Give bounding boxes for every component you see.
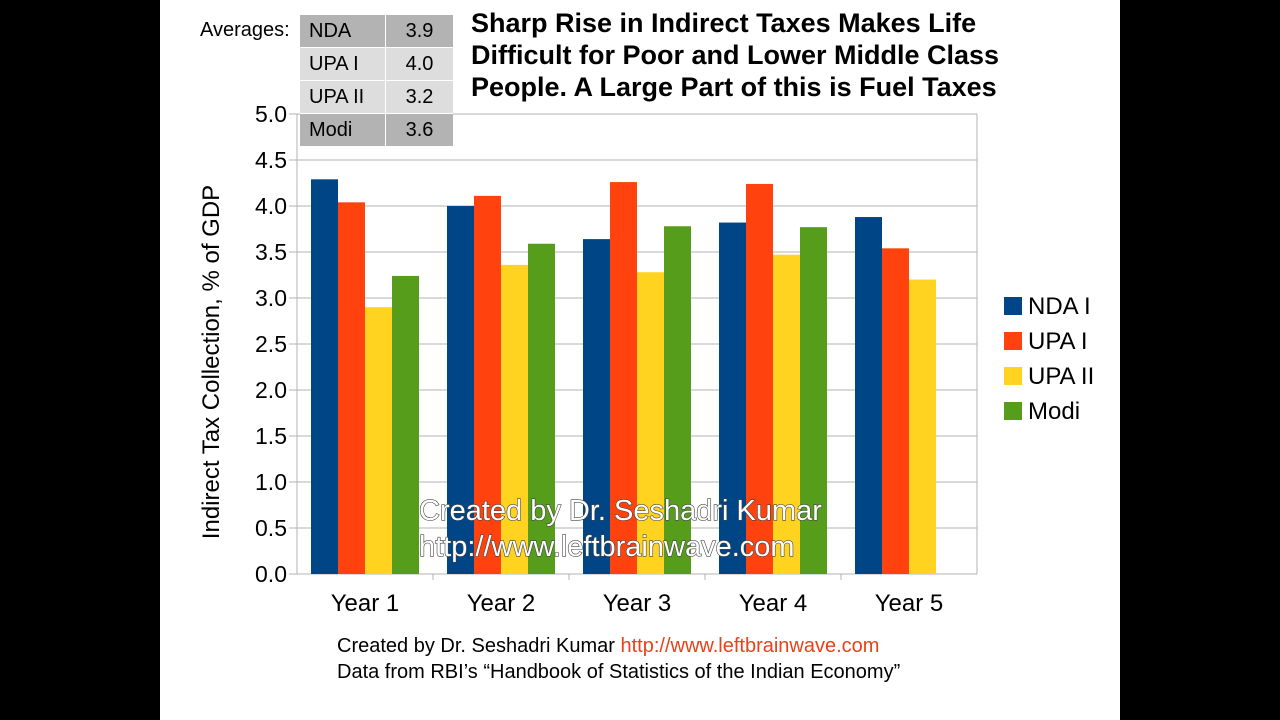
chart-title: Sharp Rise in Indirect Taxes Makes Life …: [471, 8, 1000, 102]
averages-name: Modi: [300, 114, 385, 147]
y-axis-label: Indirect Tax Collection, % of GDP: [198, 185, 225, 539]
slide: 0.0 0.5 1.0 1.5 2.0 2.5 3.0 3.5 4.0 4.5 5.0 Year 1…: [160, 0, 1120, 720]
y-tick-labels: 0.0 0.5 1.0 1.5 2.0 2.5 3.0 3.5 4.0 4.5 5.0: [255, 101, 287, 587]
bar: [528, 243, 555, 574]
y-tick-label: 1.5: [255, 423, 287, 449]
averages-value: 3.9: [385, 15, 453, 48]
bar: [501, 264, 528, 574]
bars: [311, 179, 936, 575]
bar: [447, 206, 474, 574]
averages-row: Modi 3.6: [300, 114, 453, 147]
y-tick-label: 1.0: [255, 469, 287, 495]
averages-name: UPA I: [300, 48, 385, 81]
bar: [311, 179, 338, 574]
bar: [664, 226, 691, 575]
bar: [583, 239, 610, 574]
legend-label: Modi: [1028, 398, 1080, 425]
legend-swatch: [1004, 402, 1022, 420]
bar: [610, 182, 637, 574]
footer-source: Data from RBI’s “Handbook of Statistics …: [337, 661, 901, 683]
x-tick-label: Year 2: [467, 590, 536, 617]
bar: [637, 272, 664, 574]
footer-url-link[interactable]: http://www.leftbrainwave.com: [620, 635, 880, 657]
averages-value: 3.6: [385, 114, 453, 147]
watermark: Created by Dr. Seshadri Kumar http://www…: [418, 494, 822, 563]
legend-label: NDA I: [1028, 293, 1091, 320]
y-tick-label: 2.5: [255, 331, 287, 357]
footer-credit-line: Created by Dr. Seshadri Kumar http://www…: [337, 633, 900, 659]
bar: [855, 217, 882, 575]
x-tick-label: Year 1: [331, 590, 400, 617]
footer-credit: Created by Dr. Seshadri Kumar: [337, 635, 615, 657]
watermark-line-1: Created by Dr. Seshadri Kumar: [419, 495, 822, 527]
bar: [909, 279, 936, 574]
averages-name: NDA: [300, 15, 385, 48]
y-tick-label: 4.0: [255, 193, 287, 219]
averages-table: NDA 3.9 UPA I 4.0 UPA II 3.2 Modi 3.6: [300, 15, 453, 147]
bar: [719, 222, 746, 574]
legend-swatch: [1004, 332, 1022, 350]
y-tick-label: 3.0: [255, 285, 287, 311]
legend-swatch: [1004, 297, 1022, 315]
bar: [800, 227, 827, 574]
x-tick-label: Year 3: [603, 590, 672, 617]
averages-name: UPA II: [300, 81, 385, 114]
bar: [882, 248, 909, 574]
bar: [773, 254, 800, 574]
bar-chart: 0.0 0.5 1.0 1.5 2.0 2.5 3.0 3.5 4.0 4.5 5.0 Year 1…: [198, 101, 1094, 617]
x-tick-label: Year 5: [875, 590, 944, 617]
axes: [296, 114, 978, 580]
y-tick-label: 5.0: [255, 101, 287, 127]
bar: [392, 275, 419, 574]
y-tick-label: 2.0: [255, 377, 287, 403]
y-tick-label: 0.0: [255, 561, 287, 587]
averages-row: UPA I 4.0: [300, 48, 453, 81]
averages-row: NDA 3.9: [300, 15, 453, 48]
bar: [746, 183, 773, 575]
x-tick-labels: Year 1 Year 2 Year 3 Year 4 Year 5: [331, 590, 944, 617]
y-tick-label: 4.5: [255, 147, 287, 173]
y-tick-label: 3.5: [255, 239, 287, 265]
bar: [474, 195, 501, 574]
watermark-line-2: http://www.leftbrainwave.com: [419, 531, 795, 563]
y-tick-label: 0.5: [255, 515, 287, 541]
footer: Created by Dr. Seshadri Kumar http://www…: [337, 633, 900, 685]
legend: NDA I UPA I UPA II Modi: [1004, 293, 1094, 425]
averages-row: UPA II 3.2: [300, 81, 453, 114]
averages-value: 3.2: [385, 81, 453, 114]
legend-label: UPA I: [1028, 328, 1088, 355]
x-tick-label: Year 4: [739, 590, 808, 617]
legend-swatch: [1004, 367, 1022, 385]
bar: [338, 202, 365, 574]
averages-label: Averages:: [200, 19, 290, 41]
averages-value: 4.0: [385, 48, 453, 81]
legend-label: UPA II: [1028, 363, 1094, 390]
bar: [365, 307, 392, 574]
